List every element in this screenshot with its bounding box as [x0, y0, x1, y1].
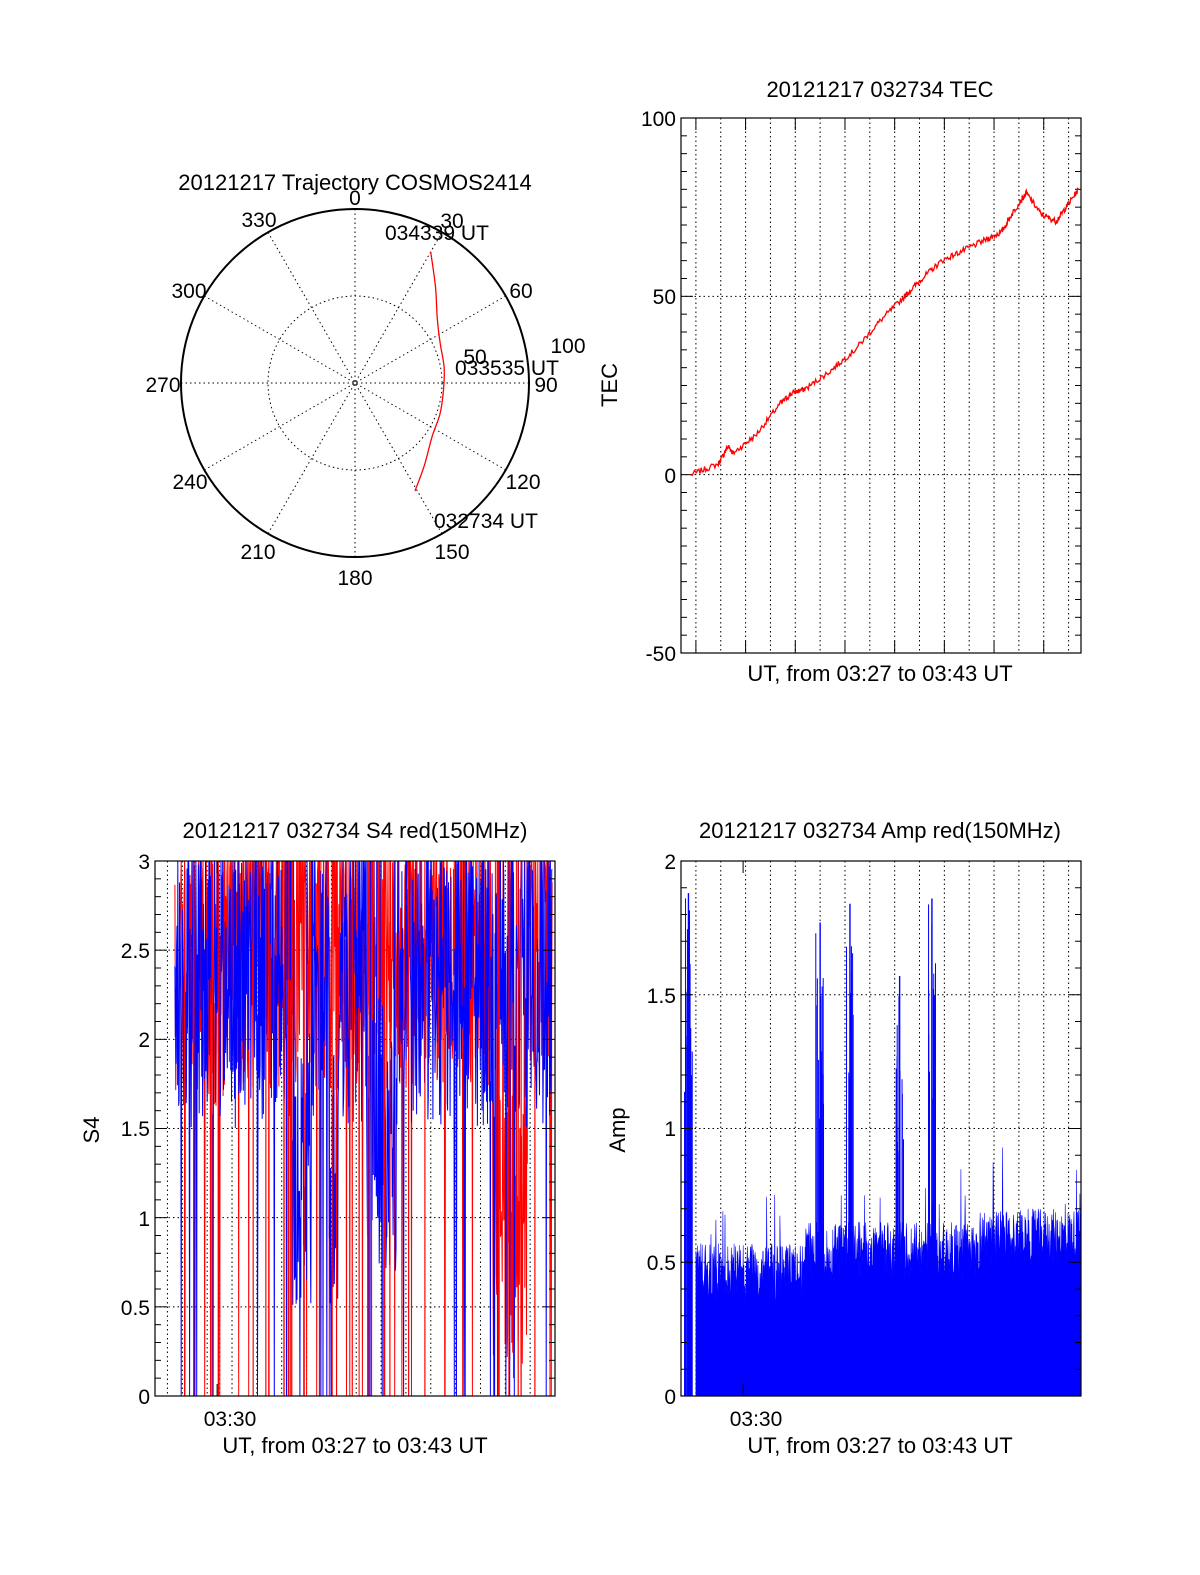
s4-ytick-2: 2: [138, 1029, 150, 1052]
s4-trace: [174, 859, 553, 1397]
tec-ytick-minus50: -50: [646, 643, 676, 666]
angle-label-30: 30: [440, 210, 463, 233]
amp-ytick-1: 1: [664, 1118, 676, 1141]
angle-label-90: 90: [534, 374, 557, 397]
tec-x-axis-label: UT, from 03:27 to 03:43 UT: [747, 661, 1012, 686]
annotation-mid-time: 033535 UT: [455, 357, 559, 380]
angle-label-180: 180: [337, 567, 372, 590]
angle-label-240: 240: [172, 471, 207, 494]
angle-label-0: 0: [349, 187, 361, 210]
s4-tick-marks: [155, 861, 555, 1396]
tec-tick-marks: [681, 118, 1081, 653]
s4-chart-title: 20121217 032734 S4 red(150MHz): [183, 818, 528, 843]
tec-y-axis-label: TEC: [597, 363, 622, 407]
polar-trajectory-chart: 20121217 Trajectory COSMOS2414 0 30 60 9…: [145, 170, 585, 590]
tec-series-line: [690, 187, 1079, 477]
amp-y-axis-label: Amp: [605, 1107, 630, 1152]
s4-x-axis-label: UT, from 03:27 to 03:43 UT: [222, 1433, 487, 1458]
s4-chart: 20121217 032734 S4 red(150MHz) 3 2.5 2 1…: [79, 818, 556, 1458]
tec-ytick-0: 0: [664, 465, 676, 488]
s4-series: [174, 859, 553, 1397]
s4-ytick-1.5: 1.5: [121, 1118, 150, 1141]
s4-y-tick-labels: 3 2.5 2 1.5 1 0.5 0: [121, 851, 150, 1409]
trajectory-line: [414, 251, 445, 492]
polar-chart-title: 20121217 Trajectory COSMOS2414: [178, 170, 531, 195]
s4-ytick-1: 1: [138, 1208, 150, 1231]
polar-outer-circle: [180, 208, 530, 558]
amp-ytick-0.5: 0.5: [647, 1252, 676, 1275]
tec-y-tick-labels: 100 50 0 -50: [641, 108, 676, 666]
tec-plot-frame: [680, 117, 1082, 654]
angle-label-300: 300: [171, 280, 206, 303]
angle-label-150: 150: [434, 541, 469, 564]
s4-y-axis-label: S4: [79, 1117, 104, 1144]
tec-chart: 20121217 032734 TEC 100 50 0 -50 UT, fro…: [597, 77, 1082, 686]
radial-label-100: 100: [550, 335, 585, 358]
tec-ytick-50: 50: [653, 286, 676, 309]
amp-chart-title: 20121217 032734 Amp red(150MHz): [699, 818, 1061, 843]
amp-plot-frame: [680, 860, 1082, 1397]
s4-xtick-0330: 03:30: [204, 1408, 257, 1431]
amp-ytick-2: 2: [664, 851, 676, 874]
tec-chart-title: 20121217 032734 TEC: [766, 77, 993, 102]
angle-label-270: 270: [145, 374, 180, 397]
amp-series: [684, 893, 1082, 1397]
polar-grid: [181, 209, 529, 557]
amp-ytick-0: 0: [664, 1386, 676, 1409]
s4-plot-frame: [154, 860, 556, 1397]
amp-chart: 20121217 032734 Amp red(150MHz) 2 1.5 1 …: [605, 818, 1082, 1458]
angle-label-120: 120: [505, 471, 540, 494]
amp-fill: [695, 1147, 1082, 1397]
amp-y-tick-labels: 2 1.5 1 0.5 0: [647, 851, 676, 1409]
annotation-end-time: 034339 UT: [385, 222, 489, 245]
s4-ytick-0: 0: [138, 1386, 150, 1409]
annotation-start-time: 032734 UT: [434, 510, 538, 533]
tec-ytick-100: 100: [641, 108, 676, 131]
s4-ytick-3: 3: [138, 851, 150, 874]
s4-ytick-2.5: 2.5: [121, 940, 150, 963]
polar-angle-labels: 0 30 60 90 120 150 180 210 240 270 300 3…: [145, 187, 557, 590]
radial-label-50: 50: [463, 346, 486, 369]
tec-grid: [681, 118, 1081, 653]
amp-ytick-1.5: 1.5: [647, 985, 676, 1008]
angle-label-330: 330: [241, 209, 276, 232]
s4-ytick-0.5: 0.5: [121, 1297, 150, 1320]
amp-x-axis-label: UT, from 03:27 to 03:43 UT: [747, 1433, 1012, 1458]
angle-label-60: 60: [509, 280, 532, 303]
amp-xtick-0330: 03:30: [730, 1408, 783, 1431]
amp-tick-marks: [681, 861, 1081, 1396]
angle-label-210: 210: [240, 541, 275, 564]
